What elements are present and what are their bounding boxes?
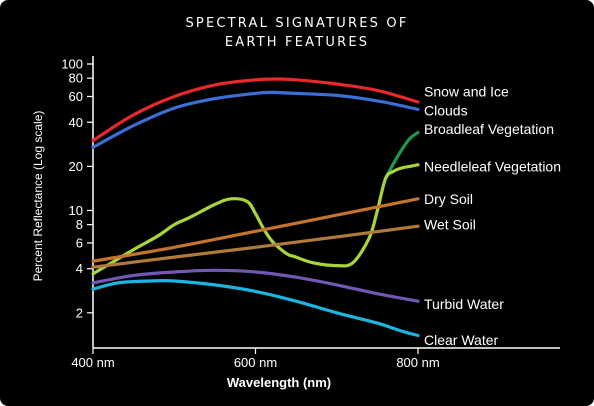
- series-line-needleleaf-vegetation: [91, 163, 420, 276]
- series-label-wet-soil: Wet Soil: [424, 217, 476, 233]
- series-line-broadleaf-vegetation: [383, 131, 420, 181]
- y-tick-label: 8: [76, 217, 83, 232]
- y-axis-label: Percent Reflectance (Log scale): [31, 111, 45, 282]
- y-tick-label: 60: [69, 89, 83, 104]
- y-tick-label: 6: [76, 235, 83, 250]
- series-label-turbid-water: Turbid Water: [424, 296, 504, 312]
- x-tick-label: 400 nm: [71, 355, 114, 370]
- series-label-clear-water: Clear Water: [424, 332, 499, 348]
- series-label-dry-soil: Dry Soil: [424, 191, 473, 207]
- series-label-needleleaf-vegetation: Needleleaf Vegetation: [424, 158, 561, 174]
- series-lines: [91, 77, 420, 338]
- series-labels: Snow and Ice Clouds Broadleaf Vegetation Ne…: [424, 83, 561, 348]
- series-label-clouds: Clouds: [424, 103, 468, 119]
- y-tick-label: 2: [76, 305, 83, 320]
- chart-title: SPECTRAL SIGNATURES OF EARTH FEATURES: [0, 14, 594, 52]
- series-label-snow-and-ice: Snow and Ice: [424, 83, 509, 99]
- series-line-snow-and-ice: [91, 77, 420, 143]
- y-tick-label: 100: [61, 57, 83, 72]
- series-line-turbid-water: [91, 268, 420, 303]
- series-line-clouds: [91, 90, 420, 149]
- y-tick-label: 4: [76, 261, 83, 276]
- series-label-broadleaf-vegetation: Broadleaf Vegetation: [424, 121, 554, 137]
- y-tick-label: 80: [69, 71, 83, 86]
- series-line-wet-soil: [91, 224, 420, 269]
- y-tick-label: 10: [69, 203, 83, 218]
- y-tick-label: 40: [69, 115, 83, 130]
- chart-title-line-1: SPECTRAL SIGNATURES OF: [185, 16, 409, 31]
- x-tick-label: 800 nm: [396, 355, 439, 370]
- x-axis-label: Wavelength (nm): [227, 375, 331, 390]
- x-tick-label: 600 nm: [234, 355, 277, 370]
- chart-title-line-2: EARTH FEATURES: [224, 35, 370, 50]
- y-tick-label: 20: [69, 159, 83, 174]
- series-line-clear-water: [91, 278, 420, 338]
- series-line-dry-soil: [91, 197, 420, 263]
